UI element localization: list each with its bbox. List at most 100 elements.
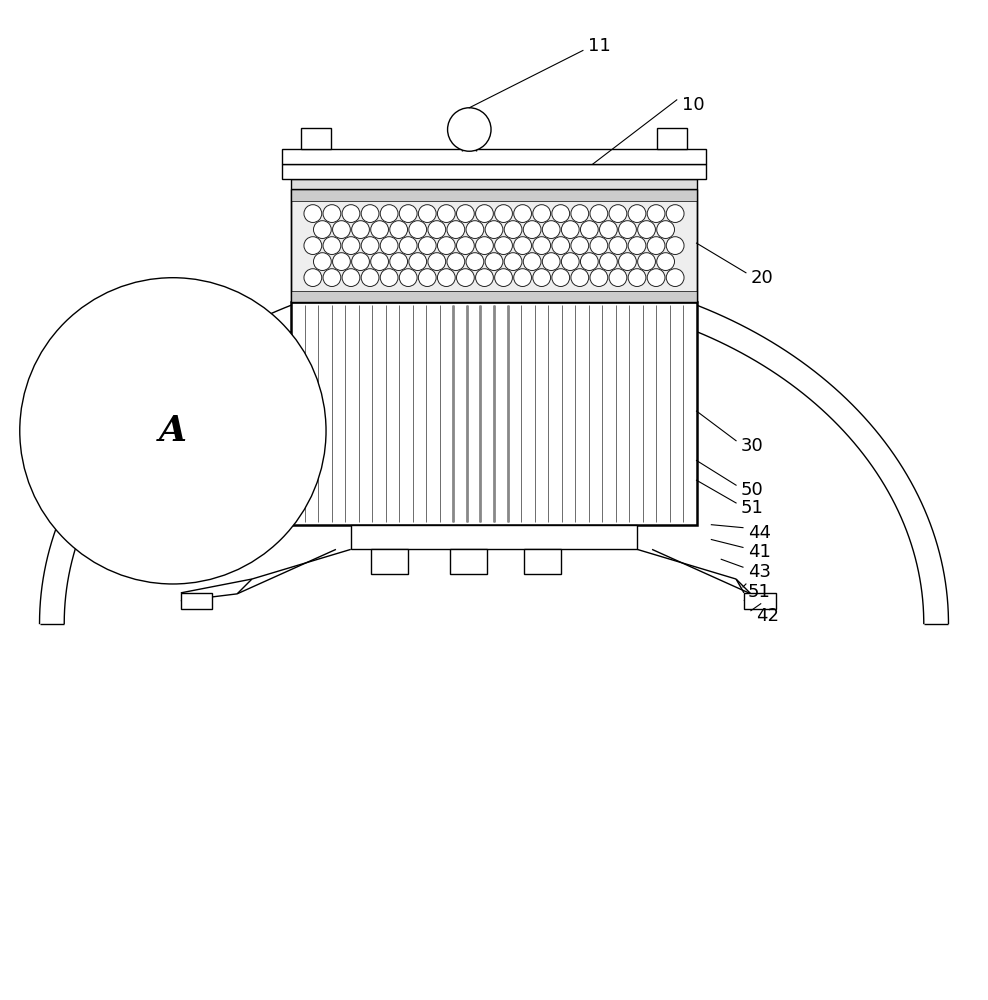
Circle shape	[409, 221, 427, 238]
Bar	[291, 302, 697, 525]
Circle shape	[533, 269, 550, 286]
Circle shape	[352, 253, 370, 270]
Text: 43: 43	[748, 563, 771, 581]
Circle shape	[389, 253, 407, 270]
Bar	[291, 179, 697, 189]
Circle shape	[618, 221, 636, 238]
Bar	[291, 291, 697, 302]
Circle shape	[438, 205, 455, 222]
Circle shape	[542, 253, 560, 270]
Bar	[181, 593, 212, 609]
Circle shape	[514, 269, 532, 286]
Circle shape	[313, 253, 331, 270]
Bar	[282, 164, 706, 179]
Circle shape	[342, 269, 360, 286]
Bar	[524, 549, 561, 574]
Circle shape	[533, 205, 550, 222]
Circle shape	[362, 269, 379, 286]
Circle shape	[571, 205, 589, 222]
Circle shape	[609, 269, 626, 286]
Circle shape	[475, 269, 493, 286]
Circle shape	[628, 205, 646, 222]
Bar	[291, 189, 697, 201]
Circle shape	[647, 269, 665, 286]
Circle shape	[495, 237, 513, 254]
Circle shape	[533, 237, 550, 254]
Circle shape	[590, 237, 608, 254]
Text: 30: 30	[741, 437, 764, 455]
Circle shape	[438, 237, 455, 254]
Bar	[657, 128, 687, 149]
Circle shape	[561, 253, 579, 270]
Circle shape	[552, 269, 570, 286]
Circle shape	[609, 205, 626, 222]
Circle shape	[571, 237, 589, 254]
Text: 50: 50	[741, 481, 764, 499]
Circle shape	[438, 269, 455, 286]
Circle shape	[580, 221, 599, 238]
Circle shape	[333, 253, 351, 270]
Circle shape	[514, 237, 532, 254]
Text: 11: 11	[588, 37, 611, 55]
Circle shape	[370, 253, 388, 270]
Bar	[291, 189, 697, 302]
Circle shape	[637, 253, 655, 270]
Bar	[450, 549, 487, 574]
Circle shape	[380, 269, 398, 286]
Circle shape	[304, 205, 322, 222]
Circle shape	[20, 278, 326, 584]
Circle shape	[524, 253, 541, 270]
Circle shape	[590, 205, 608, 222]
Circle shape	[304, 269, 322, 286]
Circle shape	[466, 253, 484, 270]
Bar	[351, 525, 637, 549]
Circle shape	[475, 237, 493, 254]
Circle shape	[571, 269, 589, 286]
Bar	[744, 593, 776, 609]
Text: 20: 20	[751, 269, 774, 287]
Circle shape	[380, 205, 398, 222]
Circle shape	[362, 205, 379, 222]
Circle shape	[399, 205, 417, 222]
Circle shape	[657, 221, 675, 238]
Circle shape	[637, 221, 655, 238]
Text: 51: 51	[741, 499, 764, 517]
Circle shape	[352, 221, 370, 238]
Circle shape	[495, 269, 513, 286]
Circle shape	[370, 221, 388, 238]
Circle shape	[313, 221, 331, 238]
Circle shape	[504, 221, 522, 238]
Circle shape	[647, 205, 665, 222]
Circle shape	[561, 221, 579, 238]
Circle shape	[447, 253, 464, 270]
Circle shape	[456, 205, 474, 222]
Bar	[370, 549, 408, 574]
Circle shape	[323, 269, 341, 286]
Circle shape	[590, 269, 608, 286]
Circle shape	[552, 205, 570, 222]
Circle shape	[475, 205, 493, 222]
Circle shape	[666, 269, 684, 286]
Circle shape	[399, 269, 417, 286]
Circle shape	[600, 253, 618, 270]
Text: 41: 41	[748, 543, 771, 561]
Circle shape	[418, 269, 436, 286]
Circle shape	[495, 205, 513, 222]
Circle shape	[399, 237, 417, 254]
Text: 51: 51	[748, 583, 771, 601]
Circle shape	[504, 253, 522, 270]
Text: 44: 44	[748, 524, 771, 542]
Circle shape	[389, 221, 407, 238]
Circle shape	[418, 237, 436, 254]
Circle shape	[485, 253, 503, 270]
Circle shape	[380, 237, 398, 254]
Bar	[301, 128, 331, 149]
Circle shape	[647, 237, 665, 254]
Circle shape	[514, 205, 532, 222]
Circle shape	[456, 237, 474, 254]
Circle shape	[485, 221, 503, 238]
Circle shape	[323, 205, 341, 222]
Circle shape	[628, 269, 646, 286]
Circle shape	[524, 221, 541, 238]
Bar	[282, 149, 706, 164]
